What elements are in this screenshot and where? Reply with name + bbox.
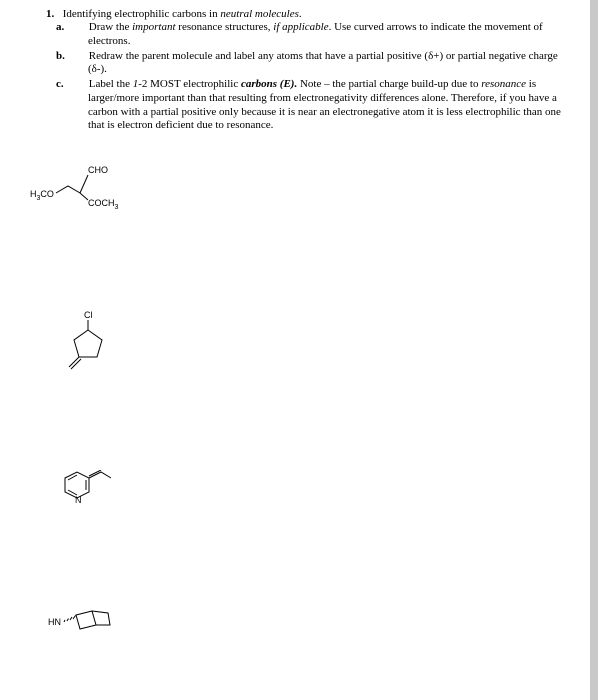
n-label: N [75,495,82,505]
structure-3: N [55,470,135,510]
title-post: . [299,8,302,20]
scrollbar-thumb[interactable] [590,0,598,700]
part-c-label: c. [72,78,86,92]
a-mid1: resonance structures, [176,21,274,33]
question-number: 1. [46,8,60,20]
structure-4: HN [48,605,128,645]
structure-2: Cl [60,310,120,380]
c-pre: Label the [89,78,133,90]
structure-1-bonds [30,165,150,215]
c-mid1: Note – the partial charge build-up due t… [297,78,481,90]
part-a-text: Draw the important resonance structures,… [88,21,543,47]
a-pre: Draw the [89,21,132,33]
title-pre: Identifying electrophilic carbons in [63,8,221,20]
structure-1: CHO H3CO COCH3 [30,165,150,215]
question-title: Identifying electrophilic carbons in neu… [63,8,302,20]
part-a-label: a. [72,21,86,35]
part-b-text: Redraw the parent molecule and label any… [88,50,558,76]
part-b: b. Redraw the parent molecule and label … [46,50,570,78]
scrollbar-track[interactable] [590,0,598,700]
n-text: N [75,495,82,505]
c-ital2: resonance [481,78,526,90]
c-bital1: carbons (E). [241,78,297,90]
part-c: c. Label the 1-2 MOST electrophilic carb… [46,78,570,133]
title-ital: neutral molecules [220,8,299,20]
structure-2-svg [60,310,120,380]
c-mid0: -2 MOST electrophilic [138,78,241,90]
part-a: a. Draw the important resonance structur… [46,21,570,49]
a-ital1: important [132,21,175,33]
a-ital2: if applicable [273,21,328,33]
part-b-label: b. [72,50,86,64]
part-c-text: Label the 1-2 MOST electrophilic carbons… [88,78,561,131]
question-line: 1. Identifying electrophilic carbons in … [46,8,570,20]
structure-3-svg [55,470,135,510]
page-content: 1. Identifying electrophilic carbons in … [0,0,590,141]
structure-4-svg [48,605,128,645]
